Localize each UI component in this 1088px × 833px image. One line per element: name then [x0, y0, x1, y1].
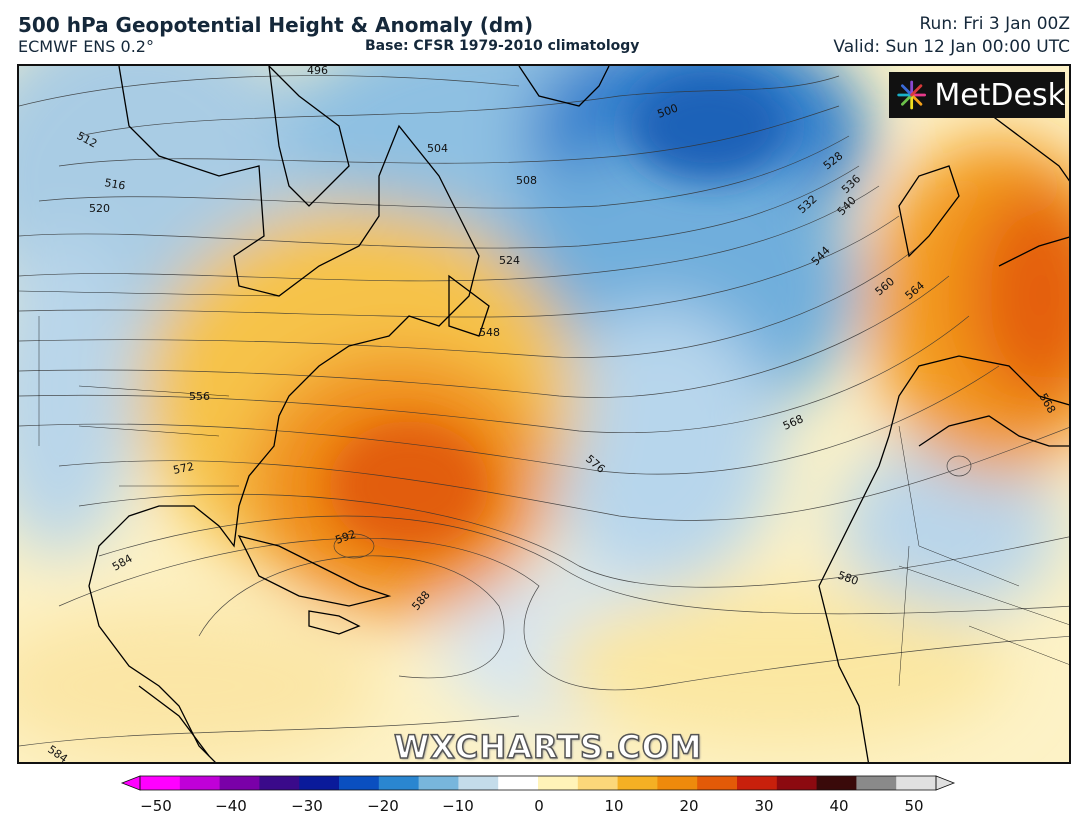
colorbar-tick: −40	[215, 797, 247, 815]
colorbar-cell	[418, 776, 459, 790]
colorbar-tick: −10	[442, 797, 474, 815]
anomaly-field	[19, 66, 1069, 762]
contour-label-516: 516	[103, 176, 126, 192]
contour-label-504: 504	[427, 142, 448, 155]
valid-time-label: Valid: Sun 12 Jan 00:00 UTC	[833, 37, 1070, 57]
contour-label-520: 520	[89, 202, 110, 215]
metdesk-logo: MetDesk	[889, 72, 1065, 118]
colorbar-tick: 50	[904, 797, 924, 815]
colorbar-tick: −20	[367, 797, 399, 815]
colorbar-cell	[697, 776, 738, 790]
colorbar-cell	[179, 776, 221, 790]
anomaly-colorbar	[120, 775, 956, 791]
metdesk-pinwheel-icon	[897, 80, 927, 110]
colorbar-cell	[657, 776, 698, 790]
colorbar-tick: −30	[291, 797, 323, 815]
metdesk-logo-text: MetDesk	[934, 77, 1065, 113]
colorbar-cell	[498, 776, 539, 790]
chart-title: 500 hPa Geopotential Height & Anomaly (d…	[18, 13, 534, 37]
colorbar-cell	[378, 776, 420, 790]
colorbar-cell	[219, 776, 260, 790]
map-canvas: 496 500 504 508 512 516 520 524 528 532 …	[19, 66, 1069, 762]
colorbar-frame	[139, 775, 937, 791]
borders	[19, 290, 1069, 687]
colorbar-tick: 30	[754, 797, 774, 815]
contour-label-496: 496	[307, 66, 328, 77]
colorbar-cell	[458, 776, 499, 790]
coastlines	[88, 66, 1069, 762]
colorbar-cell	[896, 776, 937, 790]
contour-label-548: 548	[479, 326, 500, 339]
colorbar-cell	[776, 776, 818, 790]
colorbar-tick: −50	[140, 797, 172, 815]
contour-label-524: 524	[499, 254, 520, 267]
colorbar-cells	[120, 775, 956, 791]
colorbar-cell	[299, 776, 340, 790]
contour-label-508: 508	[516, 174, 537, 187]
climatology-base-label: Base: CFSR 1979-2010 climatology	[365, 38, 640, 54]
colorbar-tick: 40	[829, 797, 849, 815]
run-time-label: Run: Fri 3 Jan 00Z	[919, 14, 1071, 34]
colorbar-cell	[577, 776, 619, 790]
colorbar-min-arrow	[120, 775, 141, 791]
colorbar-cell	[617, 776, 658, 790]
colorbar-cell	[259, 776, 300, 790]
colorbar-cell	[538, 776, 579, 790]
height-contours	[19, 75, 1069, 747]
colorbar-tick: 10	[604, 797, 624, 815]
colorbar-max-arrow	[935, 775, 956, 791]
colorbar-cell	[856, 776, 897, 790]
colorbar-cell	[737, 776, 778, 790]
anomaly-map: 496 500 504 508 512 516 520 524 528 532 …	[17, 64, 1071, 764]
colorbar-cell	[816, 776, 857, 790]
colorbar-tick: 20	[679, 797, 699, 815]
contour-label-556: 556	[189, 390, 210, 403]
model-label: ECMWF ENS 0.2°	[18, 37, 154, 56]
wxcharts-watermark: WXCHARTS.COM	[393, 727, 703, 764]
colorbar-cell	[339, 776, 380, 790]
contour-label-572: 572	[172, 460, 195, 477]
colorbar-cell	[140, 776, 181, 790]
colorbar-tick: 0	[534, 797, 544, 815]
